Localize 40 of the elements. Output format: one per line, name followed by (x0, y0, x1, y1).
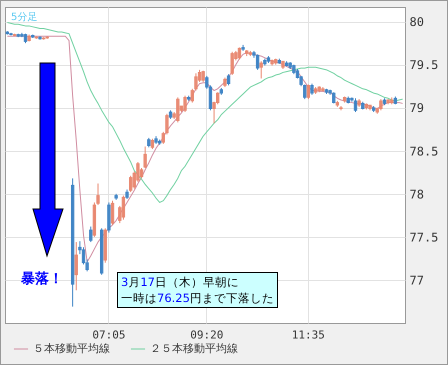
x-tick-label: 09:20 (190, 328, 224, 342)
candlestick (256, 54, 260, 70)
y-tick-label: 79 (410, 101, 424, 116)
candlestick (128, 175, 132, 193)
y-tick-label: 78 (410, 187, 424, 202)
x-tick-label: 07:05 (92, 328, 126, 342)
annotation: 一時は76.25円まで下落した (121, 291, 274, 305)
candlestick (292, 64, 296, 75)
y-tick-label: 77.5 (410, 230, 438, 244)
candlestick (260, 60, 263, 79)
candlestick (379, 98, 383, 111)
legend-label: ５本移動平均線 (33, 342, 110, 355)
line-series (6, 22, 404, 203)
candlestick (147, 137, 150, 148)
candlestick (122, 195, 126, 220)
candlestick (125, 189, 129, 200)
candlestick (223, 77, 227, 88)
candlestick (150, 138, 154, 150)
candlestick (230, 51, 234, 76)
candlestick (310, 83, 314, 96)
candlestick (332, 92, 336, 104)
candlestick (226, 74, 230, 86)
candlestick (202, 70, 205, 82)
candlestick (306, 84, 310, 100)
candlestick (110, 200, 114, 226)
candlestick (140, 168, 144, 179)
candlestick (143, 146, 147, 169)
candlestick (183, 95, 187, 113)
y-tick-label: 78.5 (410, 144, 438, 158)
candlestick (74, 242, 78, 291)
candlestick (24, 33, 28, 44)
y-tick-label: 79.5 (410, 58, 438, 72)
y-tick-label: 80 (410, 15, 424, 30)
annotation: 5分足 (11, 11, 38, 24)
candlestick (89, 226, 92, 243)
y-tick-label: 77 (410, 273, 424, 288)
x-tick-label: 11:35 (292, 328, 325, 342)
candlestick (176, 96, 180, 123)
annotation: 暴落！ (21, 270, 63, 288)
legend-label: ２５本移動平均線 (150, 342, 238, 355)
